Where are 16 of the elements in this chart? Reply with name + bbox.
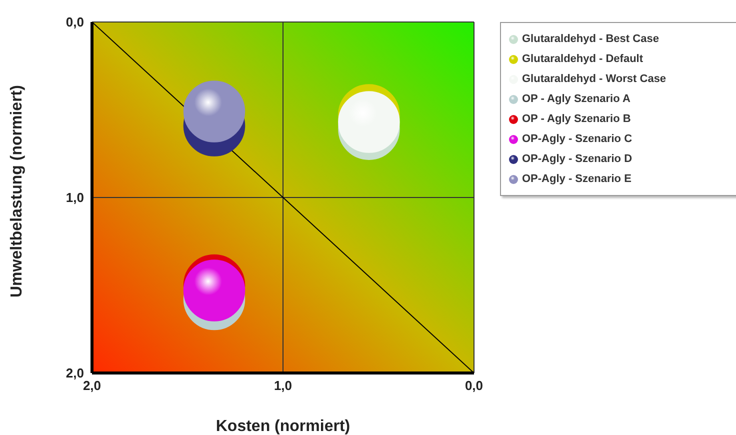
legend-label: OP - Agly Szenario B xyxy=(522,113,631,125)
x-tick-label: 1,0 xyxy=(274,378,292,394)
legend-label: Glutaraldehyd - Worst Case xyxy=(522,73,666,85)
x-tick-label: 0,0 xyxy=(464,378,484,394)
legend-label: OP-Agly - Szenario D xyxy=(522,153,632,165)
y-tick-label: 1,0 xyxy=(66,190,84,206)
legend-label: Glutaraldehyd - Best Case xyxy=(522,33,659,45)
legend-label: OP-Agly - Szenario C xyxy=(522,133,632,145)
legend-label: OP-Agly - Szenario E xyxy=(522,173,632,185)
legend-label: OP - Agly Szenario A xyxy=(522,93,630,105)
y-tick-label: 2,0 xyxy=(66,366,84,381)
y-tick-label: 0,0 xyxy=(66,14,84,30)
legend-label: Glutaraldehyd - Default xyxy=(522,53,644,65)
x-tick-label: 2,0 xyxy=(82,378,102,394)
y-axis-title: Umweltbelastung (normiert) xyxy=(8,85,26,298)
x-axis-title: Kosten (normiert) xyxy=(216,418,350,435)
